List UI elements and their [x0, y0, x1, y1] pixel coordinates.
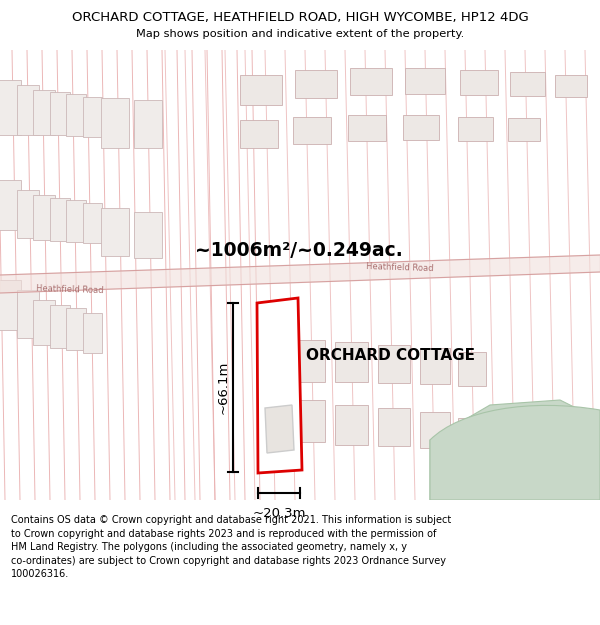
Bar [17, 290, 39, 338]
Bar [17, 85, 39, 135]
Bar [17, 190, 39, 238]
Bar [240, 120, 278, 148]
Bar [555, 75, 587, 97]
Bar [350, 68, 392, 95]
Bar [295, 70, 337, 98]
Bar [420, 348, 450, 384]
Bar [405, 68, 445, 94]
Text: Heathfield Road: Heathfield Road [36, 284, 104, 296]
Polygon shape [430, 400, 600, 500]
Bar [378, 345, 410, 383]
Bar [0, 180, 21, 230]
Bar [458, 117, 493, 141]
PathPatch shape [430, 406, 600, 500]
Polygon shape [257, 298, 302, 473]
Bar [420, 412, 450, 448]
Text: ORCHARD COTTAGE, HEATHFIELD ROAD, HIGH WYCOMBE, HP12 4DG: ORCHARD COTTAGE, HEATHFIELD ROAD, HIGH W… [71, 11, 529, 24]
Bar [0, 280, 21, 330]
Bar [134, 212, 162, 258]
Bar [101, 98, 129, 148]
Bar [460, 70, 498, 95]
Bar [50, 305, 70, 348]
Bar [290, 340, 325, 382]
Bar [33, 195, 55, 240]
Bar [335, 342, 368, 382]
Bar [335, 405, 368, 445]
Text: ORCHARD COTTAGE: ORCHARD COTTAGE [305, 348, 475, 362]
Bar [458, 352, 486, 386]
Bar [50, 198, 70, 241]
Bar [33, 90, 55, 135]
Bar [510, 72, 545, 96]
Bar [66, 308, 86, 350]
Text: Map shows position and indicative extent of the property.: Map shows position and indicative extent… [136, 29, 464, 39]
Text: ~1006m²/~0.249ac.: ~1006m²/~0.249ac. [195, 241, 403, 259]
Bar [66, 94, 86, 136]
Bar [83, 97, 101, 137]
Bar [378, 408, 410, 446]
Bar [293, 117, 331, 144]
Bar [0, 80, 21, 135]
Bar [348, 115, 386, 141]
Bar [508, 118, 540, 141]
Bar [101, 208, 129, 256]
Bar [50, 92, 70, 135]
Bar [240, 75, 282, 105]
Polygon shape [265, 405, 294, 453]
Bar [83, 203, 101, 243]
Bar [33, 300, 55, 345]
Text: ~20.3m: ~20.3m [252, 507, 306, 520]
Bar [403, 115, 439, 140]
Bar [290, 400, 325, 442]
Text: ~66.1m: ~66.1m [217, 361, 229, 414]
Bar [83, 313, 101, 353]
Bar [458, 418, 486, 452]
Bar [134, 100, 162, 148]
Text: Contains OS data © Crown copyright and database right 2021. This information is : Contains OS data © Crown copyright and d… [11, 515, 451, 579]
Bar [66, 200, 86, 242]
Text: Heathfield Road: Heathfield Road [366, 262, 434, 274]
